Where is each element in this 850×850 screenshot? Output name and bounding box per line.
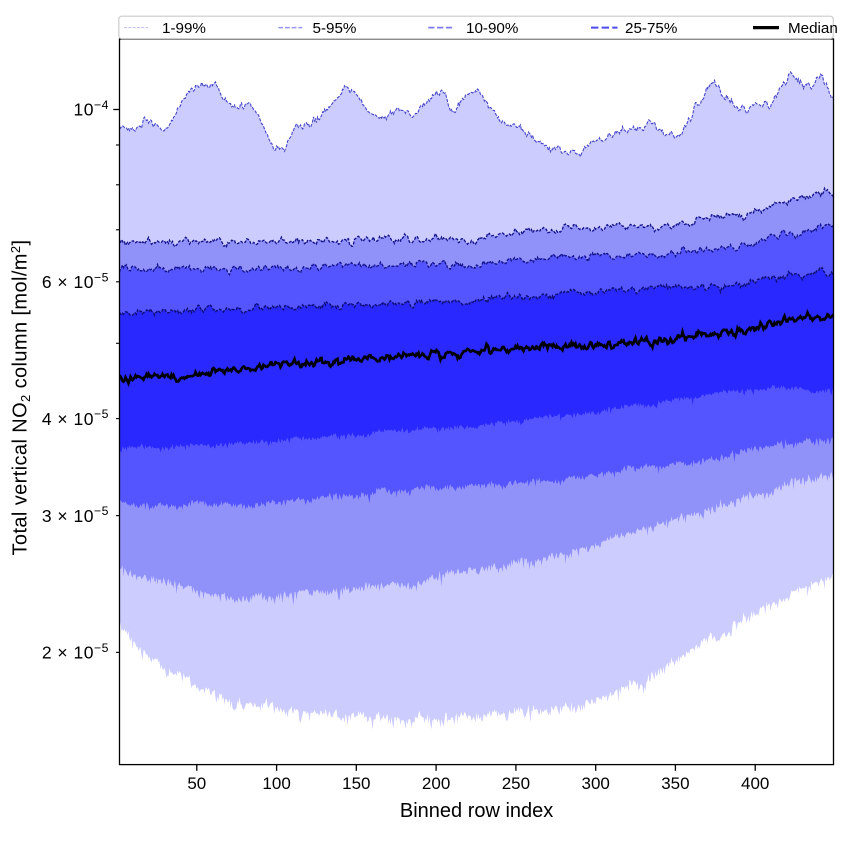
svg-text:250: 250 [502, 774, 530, 793]
svg-text:25-75%: 25-75% [625, 20, 677, 37]
svg-text:6 × 10−5: 6 × 10−5 [42, 270, 109, 292]
svg-text:300: 300 [582, 774, 610, 793]
svg-text:2 × 10−5: 2 × 10−5 [42, 641, 109, 663]
svg-text:350: 350 [661, 774, 689, 793]
svg-text:100: 100 [262, 774, 290, 793]
svg-text:Total vertical NO2 column [mol: Total vertical NO2 column [mol/m2] [8, 240, 33, 556]
svg-text:3 × 10−5: 3 × 10−5 [42, 504, 109, 526]
svg-text:Binned row index: Binned row index [400, 800, 553, 822]
svg-text:10-90%: 10-90% [466, 20, 518, 37]
svg-text:200: 200 [422, 774, 450, 793]
svg-text:150: 150 [342, 774, 370, 793]
svg-text:5-95%: 5-95% [313, 20, 357, 37]
svg-text:4 × 10−5: 4 × 10−5 [42, 407, 109, 429]
svg-text:50: 50 [187, 774, 206, 793]
svg-text:400: 400 [741, 774, 769, 793]
svg-text:Median: Median [788, 20, 838, 37]
svg-text:1-99%: 1-99% [162, 20, 206, 37]
